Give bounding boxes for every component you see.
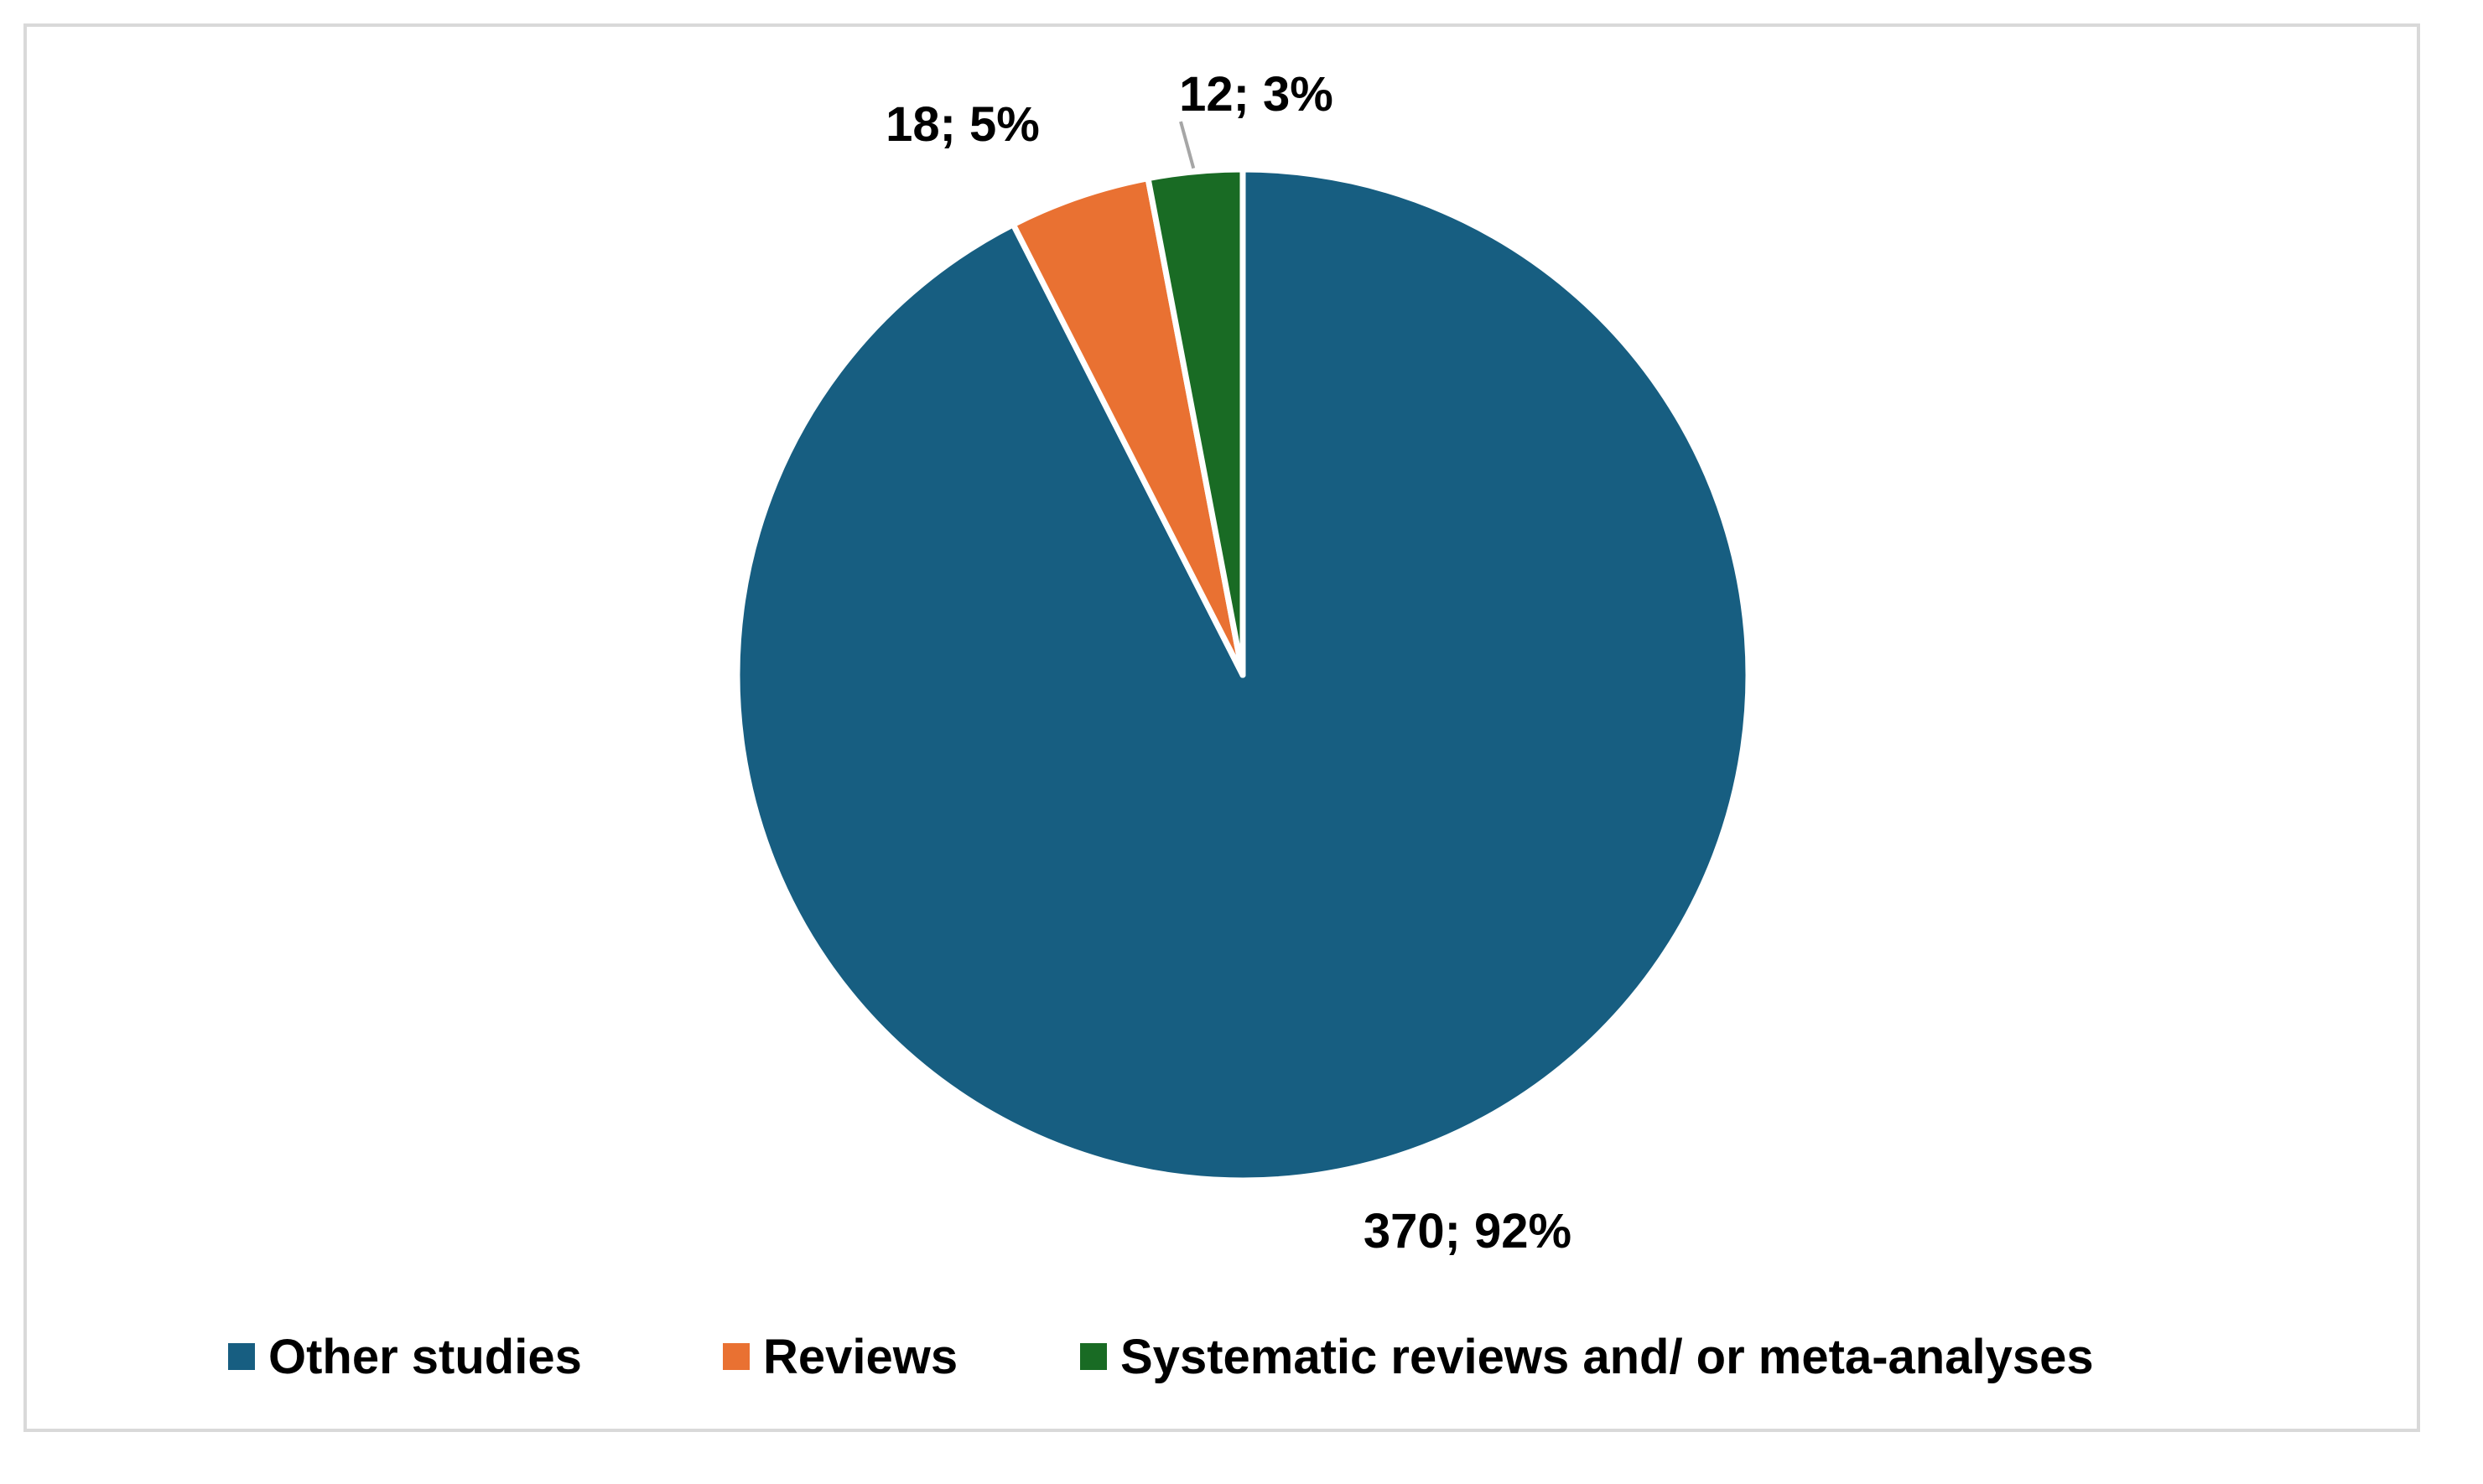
legend-swatch-reviews xyxy=(723,1343,750,1370)
data-label-other-studies: 370; 92% xyxy=(1364,1204,1571,1258)
leader-line-systematic-reviews-and-or-meta-analyses xyxy=(1179,121,1196,169)
pie-slice-systematic-reviews-and-or-meta-analyses xyxy=(1145,166,1246,678)
legend-swatch-other-studies xyxy=(228,1343,255,1370)
legend: Other studies Reviews Systematic reviews a… xyxy=(228,1330,2094,1384)
data-labels: 370; 92% 18; 5% 12; 3% xyxy=(886,67,1571,1258)
legend-label-other-studies: Other studies xyxy=(268,1330,582,1384)
data-label-systematic-reviews-and-or-meta-analyses: 12; 3% xyxy=(1179,67,1333,122)
data-label-reviews: 18; 5% xyxy=(886,97,1040,152)
legend-swatch-systematic-reviews-and-or-meta-analyses xyxy=(1080,1343,1107,1370)
legend-label-systematic-reviews-and-or-meta-analyses: Systematic reviews and/ or meta-analyses xyxy=(1120,1330,2094,1384)
legend-label-reviews: Reviews xyxy=(763,1330,958,1384)
pie-slices xyxy=(734,166,1752,1184)
